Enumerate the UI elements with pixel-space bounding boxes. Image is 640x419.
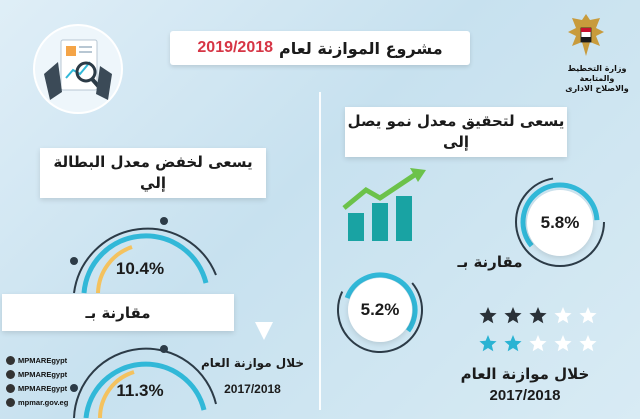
facebook-icon [6,356,15,365]
growth-compare-badge: 5.2% [348,278,412,342]
unemployment-period-year: 2017/2018 [224,382,281,396]
website-icon [6,398,15,407]
rating-stars [478,306,602,356]
social-instagram[interactable]: MPMAREgypt [6,384,126,393]
ministry-name: وزارة التخطيط والمتابعة والاصلاح الادارى [565,64,629,93]
unemployment-target-arc [60,205,230,295]
star-icon [529,307,547,324]
growth-bar-chart-icon [340,168,430,243]
unemployment-target-value: 10.4% [115,259,165,278]
star-icon [479,335,497,352]
unemployment-heading-box: يسعى لخفض معدل البطالة إلي [40,148,266,198]
growth-compare-value: 5.2% [360,300,400,319]
star-icon [554,335,572,352]
social-website[interactable]: mpmar.gov.eg [6,398,126,407]
growth-period: خلال موازنة العام 2017/2018 [460,363,590,407]
growth-period-year: 2017/2018 [489,387,561,404]
vertical-divider [319,92,321,410]
star-icon [504,335,522,352]
star-icon [579,335,597,352]
unemployment-compare-label: مقارنة بـ [85,303,151,322]
report-illustration-icon [28,22,128,117]
star-icon [554,307,572,324]
star-icon [579,307,597,324]
unemployment-compare-arc [60,338,230,419]
star-icon [504,307,522,324]
unemployment-period: خلال موازنة العام 2017/2018 [190,350,315,402]
instagram-icon [6,384,15,393]
growth-compare-ring [332,262,428,358]
unemployment-compare-value: 11.3% [116,381,164,400]
title-prefix: مشروع الموازنة لعام [279,38,443,58]
title-year: 2019/2018 [197,39,274,56]
unemployment-compare-box: مقارنة بـ [2,294,234,331]
social-twitter[interactable]: MPMAREgypt [6,370,126,379]
growth-heading-box: يسعى لتحقيق معدل نمو يصل إلى [345,107,567,157]
twitter-icon [6,370,15,379]
page-title: مشروع الموازنة لعام 2019/2018 [170,31,470,65]
pointer-triangle-icon [253,320,275,342]
growth-compare-label: مقارنة بـ [457,253,523,271]
growth-target-badge: 5.8% [527,190,593,256]
star-icon [529,335,547,352]
growth-target-ring [510,172,610,272]
star-icon [479,307,497,324]
social-facebook[interactable]: MPMAREgypt [6,356,126,365]
growth-target-value: 5.8% [540,213,580,232]
eagle-emblem-icon [566,10,606,62]
